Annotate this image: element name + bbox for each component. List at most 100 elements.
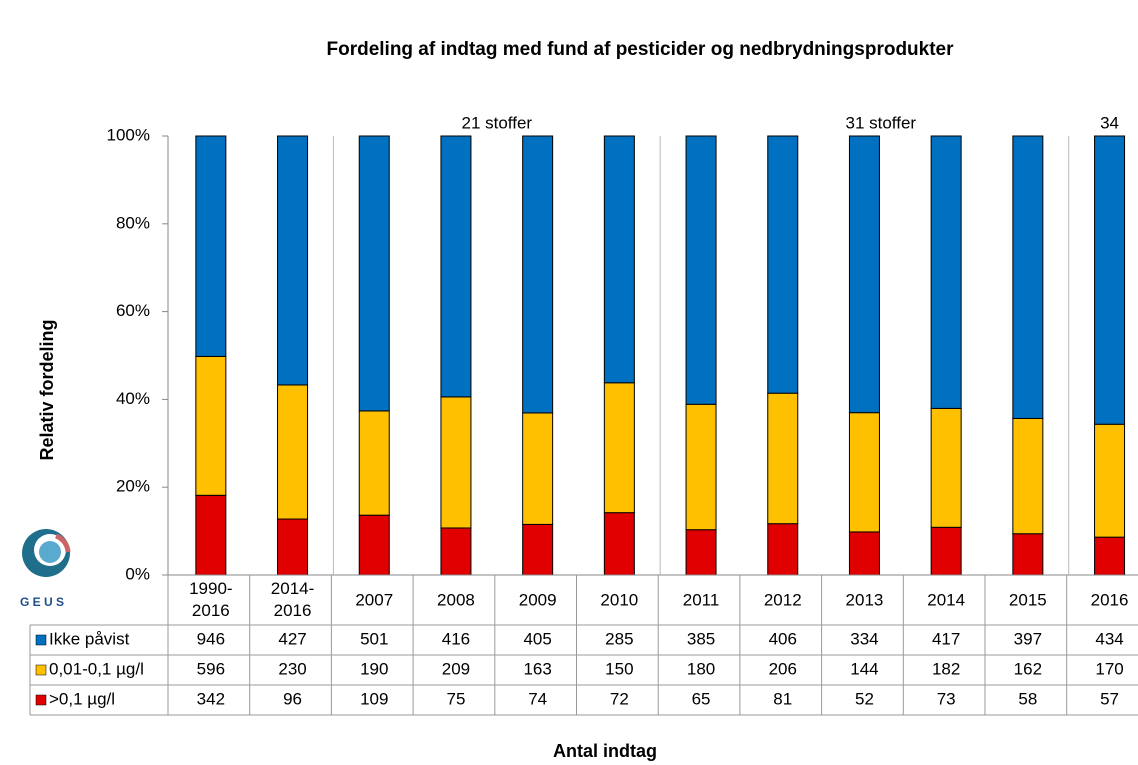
bar-segment [277, 384, 309, 520]
table-value: 596 [197, 659, 225, 678]
x-axis-label: Antal indtag [553, 741, 657, 761]
bar-segment [1012, 417, 1044, 535]
table-value: 946 [197, 629, 225, 648]
table-value: 52 [855, 689, 874, 708]
table-value: 96 [283, 689, 302, 708]
x-tick-label: 2007 [355, 590, 393, 609]
y-tick-label: 0% [125, 564, 150, 583]
logo-text: G E U S [20, 595, 64, 609]
bar-segment [440, 135, 472, 398]
table-value: 81 [773, 689, 792, 708]
table-value: 73 [937, 689, 956, 708]
bar-segment [603, 382, 635, 514]
table-value: 72 [610, 689, 629, 708]
x-tick-label-line: 1990- [189, 579, 232, 598]
x-tick-label: 2014- 2016 [271, 579, 314, 620]
bar-segment [1094, 135, 1126, 425]
table-value: 427 [278, 629, 306, 648]
bar-segment [767, 135, 799, 394]
bar-segment [930, 135, 962, 409]
table-value: 190 [360, 659, 388, 678]
y-axis-label: Relativ fordeling [37, 319, 57, 460]
table-value: 230 [278, 659, 306, 678]
bar-segment [767, 523, 799, 576]
legend-label: >0,1 µg/l [49, 689, 115, 708]
bar-segment [195, 494, 227, 576]
table-value: 144 [850, 659, 878, 678]
table-value: 417 [932, 629, 960, 648]
legend-label: 0,01-0,1 µg/l [49, 659, 144, 678]
x-tick-label: 2011 [683, 590, 720, 609]
bar-segment [195, 135, 227, 357]
bar-segment [685, 529, 717, 576]
bar-segment [685, 403, 717, 531]
annotation: 21 stoffer [462, 113, 533, 132]
y-tick-label: 100% [107, 125, 150, 144]
table-value: 65 [692, 689, 711, 708]
bar-segment [848, 531, 880, 576]
bar-segment [930, 526, 962, 576]
bar-segment [1094, 536, 1126, 576]
bar-segment [767, 392, 799, 525]
table-value: 209 [442, 659, 470, 678]
bar-segment [440, 396, 472, 529]
bar-segment [522, 412, 554, 525]
bar-segment [277, 518, 309, 576]
table-value: 58 [1018, 689, 1037, 708]
x-tick-label-line: 2016 [192, 601, 230, 620]
legend-swatch [35, 664, 47, 676]
bar-segment [277, 135, 309, 386]
legend-swatch [35, 634, 47, 646]
x-tick-label-line: 2014- [271, 579, 314, 598]
bar-segment [848, 412, 880, 533]
x-tick-label: 2009 [519, 590, 557, 609]
table-value: 397 [1014, 629, 1042, 648]
bar-segment [603, 135, 635, 384]
table-value: 501 [360, 629, 388, 648]
x-tick-label: 2012 [764, 590, 802, 609]
table-value: 162 [1014, 659, 1042, 678]
annotation: 31 stoffer [846, 113, 917, 132]
x-tick-label: 2014 [927, 590, 965, 609]
table-value: 434 [1095, 629, 1123, 648]
legend-swatch [35, 694, 47, 706]
table-value: 74 [528, 689, 547, 708]
bar-segment [930, 407, 962, 528]
x-tick-label: 2008 [437, 590, 475, 609]
chart-title: Fordeling af indtag med fund af pesticid… [326, 39, 954, 60]
x-tick-label-line: 2016 [274, 601, 312, 620]
legend-label: Ikke påvist [49, 629, 130, 648]
bar-segment [1094, 423, 1126, 538]
table-value: 406 [769, 629, 797, 648]
bar-segment [522, 135, 554, 414]
bar-segment [358, 514, 390, 576]
x-tick-label: 2013 [846, 590, 884, 609]
x-tick-label: 1990- 2016 [189, 579, 232, 620]
x-tick-label: 2015 [1009, 590, 1047, 609]
bar-segment [848, 135, 880, 414]
bar-segment [358, 410, 390, 516]
table-value: 385 [687, 629, 715, 648]
bar-segment [522, 523, 554, 576]
bar-segment [603, 512, 635, 576]
logo-core [39, 541, 61, 563]
y-tick-label: 60% [116, 301, 150, 320]
table-value: 334 [850, 629, 878, 648]
y-tick-label: 40% [116, 389, 150, 408]
bar-segment [1012, 533, 1044, 576]
logo: G E U S [20, 529, 71, 609]
table-value: 182 [932, 659, 960, 678]
table-value: 416 [442, 629, 470, 648]
table-value: 150 [605, 659, 633, 678]
table-value: 206 [769, 659, 797, 678]
table-value: 109 [360, 689, 388, 708]
table-value: 163 [523, 659, 551, 678]
table-value: 180 [687, 659, 715, 678]
table-value: 75 [446, 689, 465, 708]
bar-segment [358, 135, 390, 412]
y-tick-label: 80% [116, 213, 150, 232]
annotation: 34 [1100, 113, 1119, 132]
y-tick-label: 20% [116, 477, 150, 496]
table-value: 285 [605, 629, 633, 648]
